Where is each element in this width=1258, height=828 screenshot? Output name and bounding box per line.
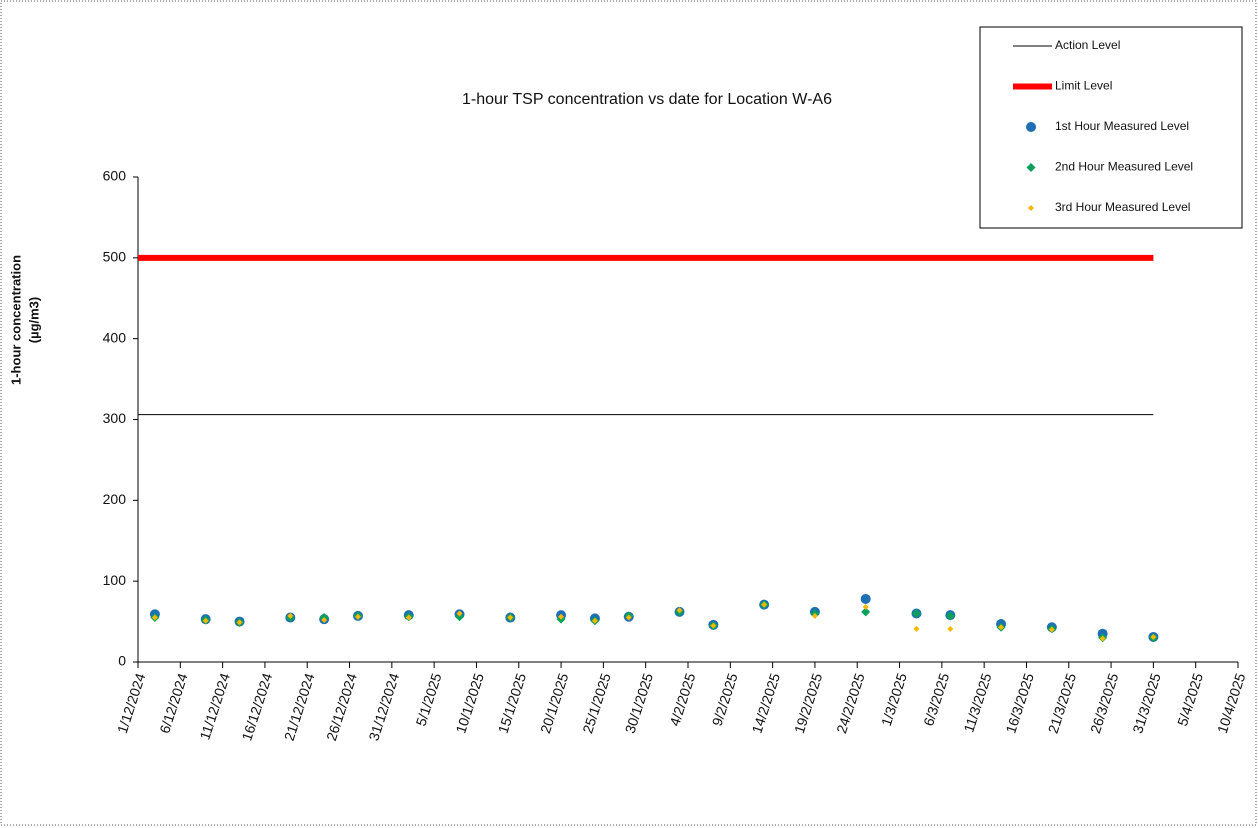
legend-label: 2nd Hour Measured Level <box>1055 160 1193 174</box>
chart-title: 1-hour TSP concentration vs date for Loc… <box>462 91 832 108</box>
y-tick-label: 500 <box>103 249 127 265</box>
y-tick-label: 600 <box>103 168 127 184</box>
data-point <box>558 613 565 620</box>
data-point <box>911 609 921 618</box>
data-point <box>287 612 294 619</box>
data-point <box>355 613 361 620</box>
data-point <box>761 601 768 608</box>
legend-label: Limit Level <box>1055 79 1112 93</box>
data-point <box>861 607 871 617</box>
legend-swatch <box>1026 163 1036 172</box>
data-point <box>151 614 158 621</box>
data-point <box>1099 635 1106 642</box>
data-point <box>947 625 954 632</box>
y-tick-label: 300 <box>103 410 127 426</box>
data-point <box>676 607 683 614</box>
data-point <box>202 617 209 624</box>
legend-swatch <box>1026 122 1036 132</box>
y-tick-label: 400 <box>103 329 127 345</box>
data-point <box>860 593 871 604</box>
legend-label: 3rd Hour Measured Level <box>1055 200 1190 214</box>
y-axis-label: 1-hour concentration (µg/m3) <box>8 255 41 385</box>
data-point <box>625 614 632 621</box>
data-point <box>236 619 243 626</box>
data-point <box>405 614 412 621</box>
data-point <box>945 611 955 621</box>
y-tick-label: 200 <box>103 491 127 507</box>
data-point <box>321 616 328 623</box>
data-point <box>507 614 514 621</box>
data-point <box>1150 633 1157 640</box>
data-point <box>811 612 818 619</box>
data-point <box>456 610 463 617</box>
data-point <box>913 625 920 632</box>
data-point <box>710 622 717 629</box>
data-point <box>591 617 598 624</box>
y-tick-label: 100 <box>103 572 127 588</box>
legend-swatch <box>1028 205 1034 211</box>
data-point <box>1048 626 1055 633</box>
data-point <box>998 624 1005 631</box>
y-tick-label: 0 <box>118 653 126 669</box>
data-point <box>455 612 465 622</box>
data-point <box>862 604 869 611</box>
legend-label: Action Level <box>1055 38 1120 52</box>
legend <box>979 26 1243 229</box>
legend-label: 1st Hour Measured Level <box>1055 119 1189 133</box>
y-label-line: (µg/m3) <box>26 297 41 344</box>
y-label-line: 1-hour concentration <box>8 255 23 385</box>
